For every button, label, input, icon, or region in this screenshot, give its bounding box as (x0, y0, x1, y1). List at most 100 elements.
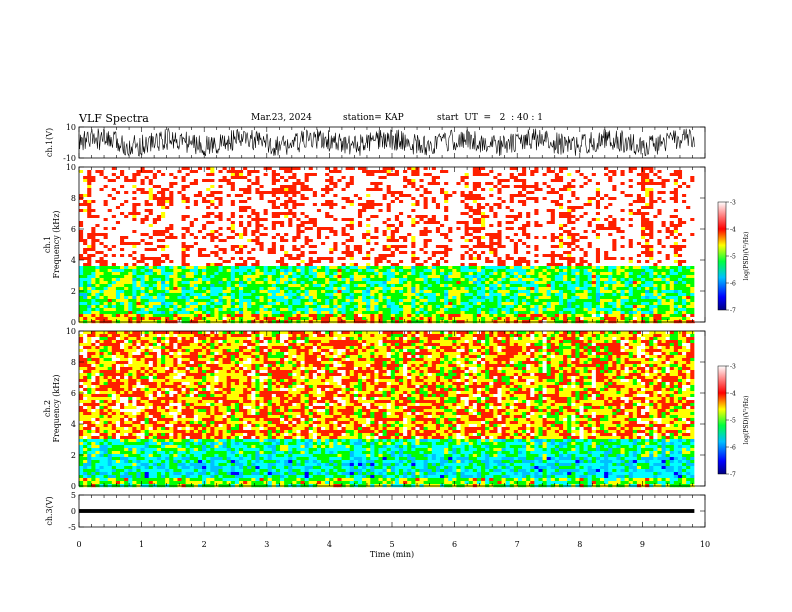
spectrogram-cell (259, 173, 265, 177)
spectrogram-cell (263, 263, 269, 267)
spectrogram-cell (591, 170, 597, 174)
spectrogram-cell (288, 185, 293, 189)
spectrogram-cell (337, 215, 342, 219)
spectrogram-cell (563, 236, 568, 240)
spectrogram-cell (579, 257, 584, 261)
spectrogram-cell (468, 236, 474, 240)
spectrogram-cell (120, 170, 125, 174)
spectrogram-cell (686, 167, 691, 171)
spectrogram-cell (468, 170, 474, 174)
spectrogram-cell (579, 200, 584, 204)
spectrogram-cell (468, 263, 474, 267)
spectrogram-cell (165, 170, 170, 174)
spectrogram-cell (259, 230, 265, 234)
spectrogram-cell (341, 263, 347, 267)
spectrogram-cell (538, 233, 543, 237)
spectrogram-cell (177, 191, 182, 195)
spectrogram-cell (558, 221, 564, 225)
spectrogram-cell (390, 224, 396, 228)
spectrogram-cell (452, 176, 457, 180)
spectrogram-cell (542, 203, 548, 207)
spectrogram-cell (509, 230, 515, 234)
spectrogram-cell (329, 233, 334, 237)
spectrogram-cell (476, 257, 482, 261)
spectrogram-cell (398, 182, 404, 186)
spectrogram-cell (345, 197, 351, 201)
spectrogram-cell (263, 224, 269, 228)
spectrogram-cell (87, 173, 92, 177)
spectrogram-cell (222, 263, 228, 267)
spectrogram-cell (161, 215, 166, 219)
spectrogram-cell (686, 260, 691, 264)
spectrogram-cell (263, 170, 269, 174)
spectrogram-cell (275, 233, 281, 237)
spectrogram-cell (304, 194, 310, 198)
spectrogram-cell (304, 260, 310, 264)
spectrogram-cell (304, 239, 310, 243)
spectrogram-cell (333, 215, 338, 219)
spectrogram-cell (509, 209, 515, 213)
spectrogram-cell (485, 224, 490, 228)
spectrogram-cell (304, 188, 310, 192)
spectrogram-cell (661, 221, 667, 225)
spectrogram-cell (370, 170, 375, 174)
spectrogram-cell (435, 185, 441, 189)
spectrogram-cell (558, 185, 564, 189)
spectrogram-cell (148, 203, 154, 207)
spectrogram-cell (374, 194, 379, 198)
spectrogram-cell (448, 251, 453, 255)
spectrogram-cell (394, 245, 400, 249)
spectrogram-cell (222, 182, 228, 186)
spectrogram-cell (579, 239, 584, 243)
spectrogram-cell (583, 245, 589, 249)
spectrogram-cell (353, 200, 359, 204)
spectrogram-cell (682, 215, 687, 219)
spectrogram-cell (476, 224, 482, 228)
spectrogram-cell (661, 248, 667, 252)
spectrogram-cell (390, 176, 396, 180)
spectrogram-cell (440, 221, 445, 225)
spectrogram-cell (296, 251, 301, 255)
spectrogram-cell (522, 257, 527, 261)
spectrogram-cell (353, 209, 359, 213)
spectrogram-cell (95, 179, 100, 183)
spectrogram-cell (583, 233, 589, 237)
spectrogram-cell (476, 185, 482, 189)
spectrogram-cell (136, 215, 141, 219)
spectrogram-cell (636, 182, 642, 186)
spectrogram-cell (132, 197, 137, 201)
spectrogram-cell (632, 185, 638, 189)
spectrogram-cell (296, 230, 301, 234)
spectrogram-cell (329, 248, 334, 252)
spectrogram-cell (321, 215, 326, 219)
spectrogram-cell (329, 212, 334, 216)
spectrogram-cell (177, 218, 182, 222)
spectrogram-cell (456, 206, 461, 210)
spectrogram-cell (251, 263, 256, 267)
spectrogram-cell (558, 206, 564, 210)
spectrogram-cell (435, 191, 441, 195)
spectrogram-cell (259, 239, 265, 243)
spectrogram-cell (456, 245, 461, 249)
spectrogram-cell (333, 188, 338, 192)
spectrogram-cell (587, 203, 593, 207)
spectrogram-cell (587, 209, 593, 213)
spectrogram-cell (197, 257, 203, 261)
spectrogram-cell (378, 179, 383, 183)
spectrogram-cell (169, 254, 174, 258)
spectrogram-cell (259, 221, 265, 225)
spectrogram-cell (526, 197, 531, 201)
spectrogram-cell (374, 224, 379, 228)
spectrogram-cell (341, 218, 347, 222)
spectrogram-cell (636, 215, 642, 219)
spectrogram-cell (124, 257, 129, 261)
spectrogram-cell (115, 236, 121, 240)
spectrogram-cell (460, 257, 466, 261)
spectrogram-cell (349, 248, 355, 252)
spectrogram-cell (378, 173, 383, 177)
spectrogram-cell (304, 176, 310, 180)
spectrogram-cell (632, 203, 638, 207)
spectrogram-cell (653, 221, 658, 225)
spectrogram-cell (357, 233, 363, 237)
spectrogram-cell (144, 179, 150, 183)
